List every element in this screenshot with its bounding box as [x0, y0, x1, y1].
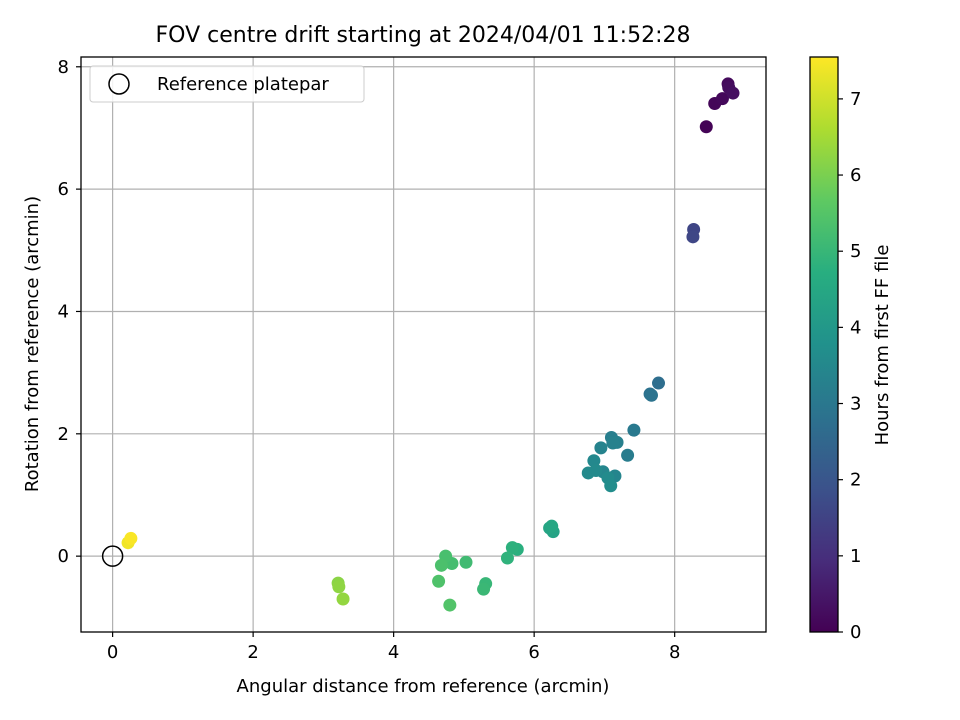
data-point: [434, 558, 448, 572]
x-axis-ticks: 0 2 4 6 8: [107, 632, 680, 663]
x-tick-label: 2: [247, 642, 258, 663]
x-tick-label: 8: [669, 642, 680, 663]
colorbar-tick-label: 3: [850, 394, 861, 415]
data-point: [644, 388, 658, 402]
data-point: [627, 423, 641, 437]
reference-marker-group: [101, 545, 124, 567]
x-tick-label: 4: [388, 642, 399, 663]
data-point: [621, 448, 635, 462]
data-point: [686, 230, 700, 244]
reference-platepar-marker: [101, 545, 124, 567]
colorbar-tick-label: 4: [850, 317, 861, 338]
data-point: [715, 92, 729, 106]
legend-reference-marker: [108, 73, 130, 95]
legend: Reference platepar: [89, 65, 365, 103]
colorbar-tick-label: 5: [850, 241, 861, 262]
data-point: [443, 598, 457, 612]
data-point: [500, 551, 514, 565]
colorbar-tick-label: 7: [850, 89, 861, 110]
legend-box: [89, 65, 365, 103]
data-point: [477, 582, 491, 596]
legend-label: Reference platepar: [157, 74, 329, 95]
data-point: [726, 86, 740, 100]
data-point: [332, 580, 346, 594]
y-axis-label: Rotation from reference (arcmin): [22, 196, 43, 492]
data-point: [505, 541, 519, 555]
colorbar-ticks: 0 1 2 3 4 5 6 7: [838, 89, 861, 643]
y-axis-ticks: 0 2 4 6 8: [58, 57, 81, 567]
data-point: [336, 592, 350, 606]
data-point: [604, 479, 618, 493]
y-tick-label: 2: [58, 424, 69, 445]
data-point: [594, 441, 608, 455]
y-tick-label: 8: [58, 57, 69, 78]
y-tick-label: 6: [58, 179, 69, 200]
data-point: [699, 120, 713, 134]
colorbar-label: Hours from first FF file: [872, 245, 893, 446]
data-point: [545, 519, 559, 533]
y-tick-label: 0: [58, 546, 69, 567]
x-tick-label: 0: [107, 642, 118, 663]
y-tick-label: 4: [58, 301, 69, 322]
data-point: [652, 376, 666, 390]
x-tick-label: 6: [528, 642, 539, 663]
data-point: [589, 464, 603, 478]
data-point: [587, 454, 601, 468]
colorbar-tick-label: 2: [850, 470, 861, 491]
colorbar-tick-label: 6: [850, 165, 861, 186]
data-point: [124, 531, 138, 545]
data-point: [432, 574, 446, 588]
x-axis-label: Angular distance from reference (arcmin): [237, 676, 610, 697]
plot-frame: [80, 56, 767, 633]
colorbar: 0 1 2 3 4 5 6 7 Hours from first FF file: [809, 56, 893, 643]
colorbar-gradient: [810, 57, 838, 632]
colorbar-tick-label: 0: [850, 622, 861, 643]
colorbar-tick-label: 1: [850, 546, 861, 567]
grid-lines: [81, 57, 766, 632]
data-point: [606, 436, 620, 450]
chart-title: FOV centre drift starting at 2024/04/01 …: [156, 23, 691, 48]
colorbar-frame: [809, 56, 839, 633]
data-point: [459, 555, 473, 569]
scatter-points: [121, 77, 740, 612]
